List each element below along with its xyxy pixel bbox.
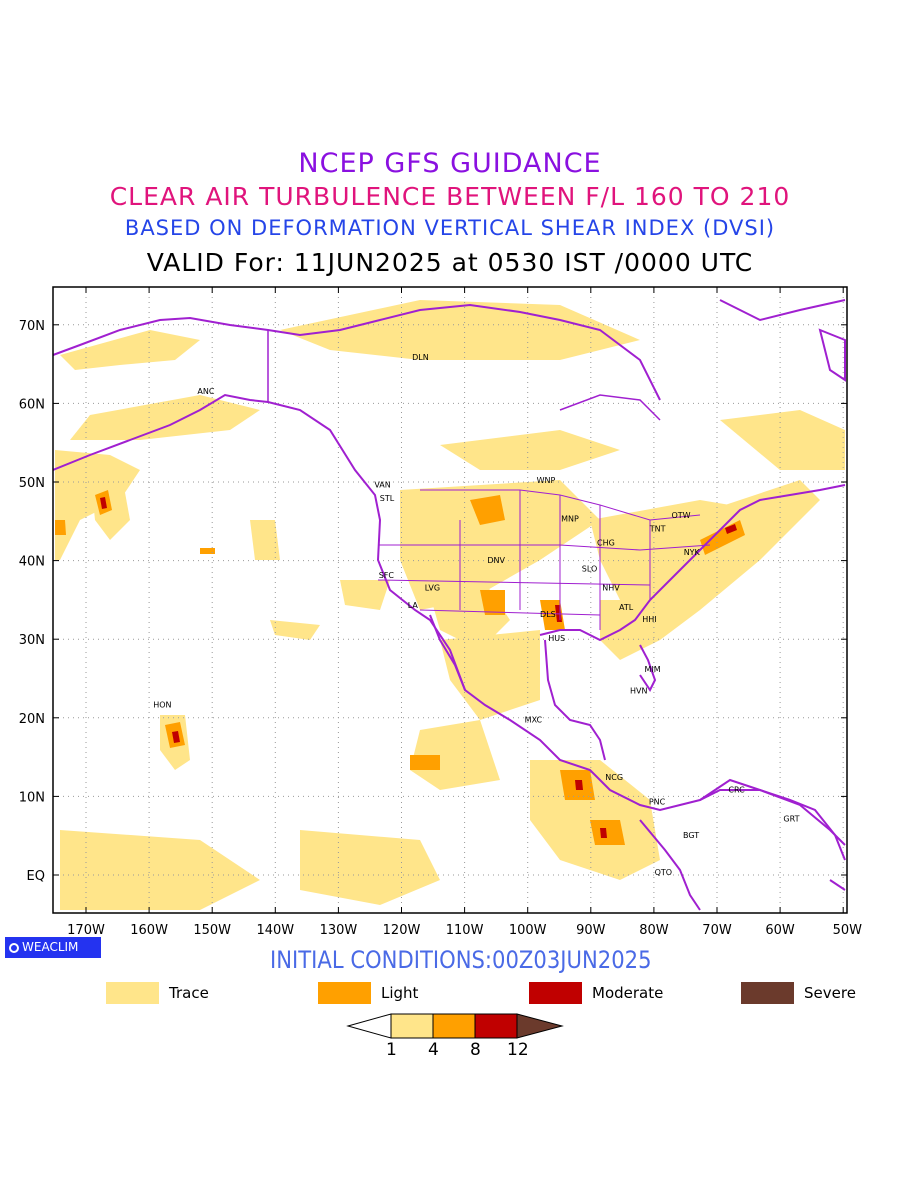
- station-label: STL: [380, 494, 395, 503]
- axis-ticks: [53, 287, 847, 913]
- station-label: NCG: [605, 773, 623, 782]
- station-labels: ANC DLN VAN STL WNP MNP TNT OTW CHG NYK DNV SFC SLO L…: [153, 353, 799, 877]
- station-label: OTW: [671, 511, 690, 520]
- initial-conditions: INITIAL CONDITIONS:00Z03JUN2025: [270, 946, 652, 974]
- station-label: MIM: [645, 665, 661, 674]
- legend-label-trace: Trace: [169, 984, 209, 1002]
- legend-label-light: Light: [381, 984, 419, 1002]
- station-label: MXC: [525, 716, 543, 725]
- lat-label: 20N: [19, 712, 45, 727]
- station-label: ANC: [197, 387, 214, 396]
- lon-label: 50W: [833, 923, 863, 938]
- lat-label: 70N: [19, 319, 45, 334]
- station-label: ATL: [619, 603, 634, 612]
- lon-label: 170W: [67, 923, 105, 938]
- lon-label: 80W: [639, 923, 669, 938]
- station-label: PNC: [649, 797, 666, 806]
- lon-label: 140W: [256, 923, 294, 938]
- lon-label: 120W: [383, 923, 421, 938]
- latitude-labels: 70N 60N 50N 40N 30N 20N 10N EQ: [19, 319, 45, 884]
- station-label: GRT: [783, 815, 799, 824]
- station-label: VAN: [374, 481, 390, 490]
- lon-label: 150W: [193, 923, 231, 938]
- station-label: CHG: [597, 539, 615, 548]
- legend-label-moderate: Moderate: [592, 984, 664, 1002]
- title-line-3: BASED ON DEFORMATION VERTICAL SHEAR INDE…: [124, 216, 776, 240]
- lon-label: 70W: [702, 923, 732, 938]
- station-label: HHI: [642, 615, 656, 624]
- station-label: CRC: [728, 785, 745, 794]
- station-label: HON: [153, 701, 171, 710]
- coastlines-and-borders: [53, 299, 846, 911]
- station-label: NHV: [602, 583, 620, 592]
- legend-swatch-moderate: [529, 982, 582, 1004]
- valid-time: VALID For: 11JUN2025 at 0530 IST /0000 U…: [146, 248, 754, 277]
- lon-label: 130W: [320, 923, 358, 938]
- lon-label: 90W: [576, 923, 606, 938]
- lon-label: 100W: [509, 923, 547, 938]
- map-frame: [52, 286, 848, 914]
- legend-swatch-severe: [741, 982, 794, 1004]
- station-label: DLS: [540, 610, 556, 619]
- lat-label: EQ: [27, 869, 45, 884]
- station-label: HUS: [548, 634, 565, 643]
- station-label: HVN: [630, 686, 647, 695]
- lat-label: 30N: [19, 633, 45, 648]
- lon-label: 110W: [446, 923, 484, 938]
- station-label: TNT: [649, 525, 666, 534]
- station-label: SLO: [582, 565, 598, 574]
- weaclim-logo: WEACLIM: [5, 937, 101, 958]
- colorbar-tick-1: 1: [386, 1040, 397, 1060]
- title-line-1: NCEP GFS GUIDANCE: [298, 148, 602, 179]
- station-label: WNP: [537, 476, 556, 485]
- station-label: DNV: [487, 556, 505, 565]
- logo-text: WEACLIM: [22, 940, 79, 954]
- station-label: SFC: [379, 571, 395, 580]
- logo-circle-icon: [9, 943, 19, 953]
- station-label: MNP: [561, 514, 579, 523]
- longitude-labels: 170W 160W 150W 140W 130W 120W 110W 100W 90W 80W 70…: [67, 923, 862, 938]
- legend-label-severe: Severe: [804, 984, 856, 1002]
- station-label: BGT: [683, 831, 699, 840]
- lat-label: 40N: [19, 555, 45, 570]
- lon-label: 160W: [130, 923, 168, 938]
- turbulence-shading: [55, 300, 845, 910]
- station-label: LVG: [425, 583, 440, 592]
- legend-swatch-trace: [106, 982, 159, 1004]
- colorbar-tick-4: 4: [428, 1040, 439, 1060]
- station-label: NYK: [684, 548, 701, 557]
- lat-label: 50N: [19, 476, 45, 491]
- lat-label: 10N: [19, 790, 45, 805]
- lat-label: 60N: [19, 397, 45, 412]
- station-label: LA: [408, 601, 419, 610]
- lon-label: 60W: [765, 923, 795, 938]
- colorbar-tick-12: 12: [507, 1040, 529, 1060]
- station-label: QTO: [655, 868, 672, 877]
- colorbar-tick-8: 8: [470, 1040, 481, 1060]
- title-line-2: CLEAR AIR TURBULENCE BETWEEN F/L 160 TO …: [109, 182, 791, 211]
- legend-swatch-light: [318, 982, 371, 1004]
- station-label: DLN: [412, 353, 429, 362]
